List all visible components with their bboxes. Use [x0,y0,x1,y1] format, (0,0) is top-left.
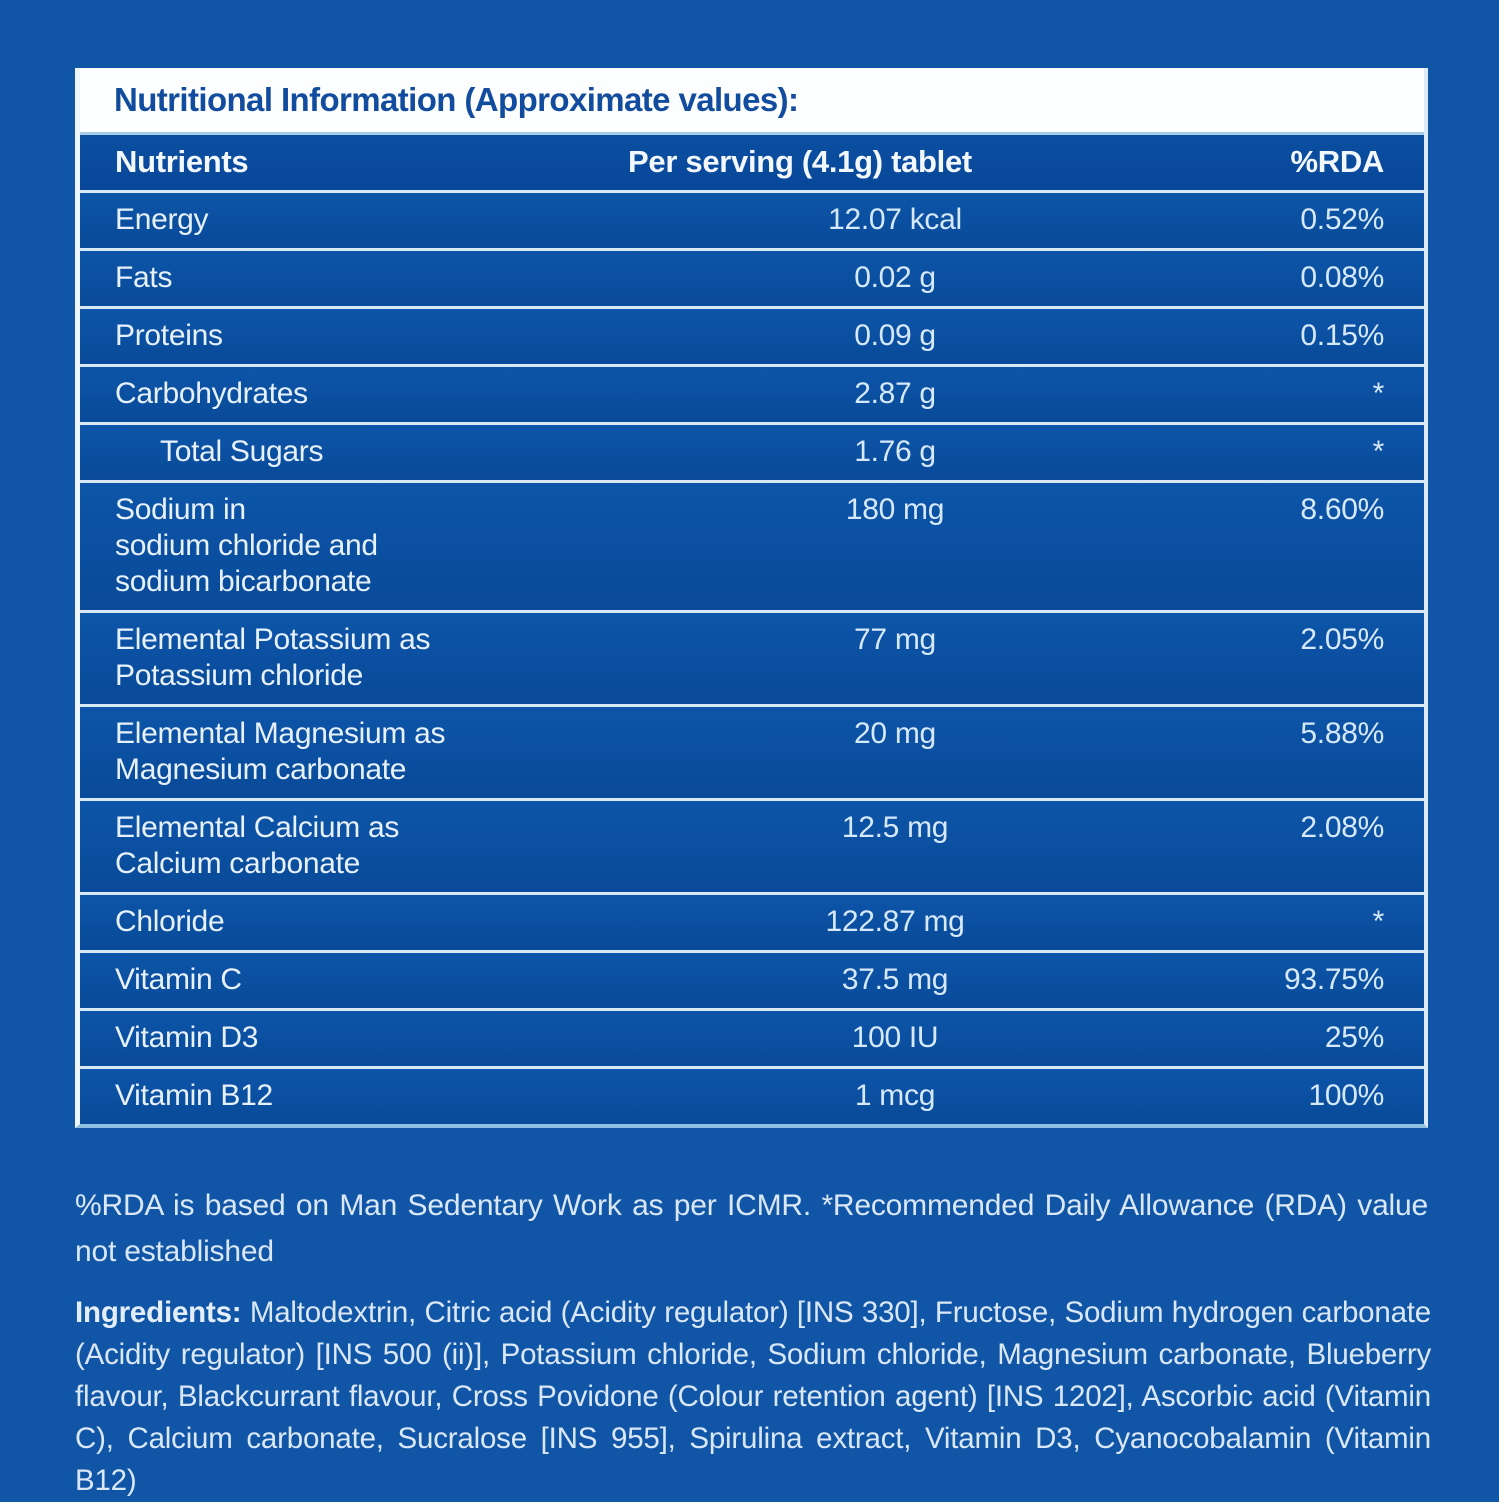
nutrient-name: Elemental Magnesium as Magnesium carbona… [115,717,446,786]
column-header-rda: %RDA [1290,144,1384,179]
nutrient-name: Chloride [115,905,225,938]
nutrition-table: Nutrients Per serving (4.1g) tablet %RDA… [80,135,1424,1124]
table-row: Sodium in sodium chloride and sodium bic… [80,483,1424,613]
table-row: Elemental Calcium as Calcium carbonate 12… [80,801,1424,895]
nutrient-rda-percent: 100% [1308,1079,1384,1112]
nutrient-rda-percent: 5.88% [1300,717,1384,750]
nutrient-amount: 37.5 mg [841,963,949,996]
column-header-per-serving: Per serving (4.1g) tablet [628,144,972,179]
nutrient-rda-percent: 0.52% [1300,203,1384,236]
nutrient-rda-percent: 0.08% [1300,261,1384,294]
table-row: Proteins 0.09 g 0.15% [80,309,1424,367]
nutrient-name: Sodium in sodium chloride and sodium bic… [115,493,378,598]
nutrient-name: Total Sugars [160,435,324,468]
table-row: Vitamin D3 100 IU 25% [80,1011,1424,1069]
nutrient-amount: 122.87 mg [825,905,965,938]
nutrient-rda-percent: * [1372,905,1385,938]
nutrient-rda-percent: * [1372,377,1385,410]
page-title: Nutritional Information (Approximate val… [114,81,799,118]
table-row: Elemental Potassium as Potassium chlorid… [80,613,1424,707]
rda-footnote: %RDA is based on Man Sedentary Work as p… [75,1189,1428,1268]
nutrient-name: Vitamin C [115,963,242,996]
table-row: Total Sugars 1.76 g * [80,425,1424,483]
table-header-row: Nutrients Per serving (4.1g) tablet %RDA [80,135,1424,193]
nutrient-name: Energy [115,203,209,236]
ingredients-text: Maltodextrin, Citric acid (Acidity regul… [75,1296,1431,1497]
nutrient-amount: 100 IU [851,1021,939,1054]
nutrient-name: Carbohydrates [115,377,308,410]
nutrient-rda-percent: 93.75% [1284,963,1384,996]
nutrient-rda-percent: 2.08% [1300,811,1384,844]
nutrient-amount: 1 mcg [854,1079,936,1112]
ingredients-label: Ingredients: [75,1296,242,1329]
ingredients-paragraph: Ingredients: Maltodextrin, Citric acid (… [75,1292,1431,1502]
table-body: Energy 12.07 kcal 0.52% Fats 0.02 g 0.08% Prot… [80,193,1424,1124]
column-header-nutrients: Nutrients [115,144,249,179]
nutrient-rda-percent: 8.60% [1300,493,1384,526]
nutrient-name: Elemental Calcium as Calcium carbonate [115,811,400,880]
title-bar: Nutritional Information (Approximate val… [80,68,1424,135]
nutrient-name: Proteins [115,319,223,352]
nutrient-amount: 1.76 g [854,435,936,468]
nutrition-table-panel: Nutritional Information (Approximate val… [75,68,1428,1128]
table-row: Vitamin B12 1 mcg 100% [80,1069,1424,1124]
nutrient-amount: 12.07 kcal [828,203,962,236]
table-row: Vitamin C 37.5 mg 93.75% [80,953,1424,1011]
table-row: Chloride 122.87 mg * [80,895,1424,953]
nutrient-rda-percent: 0.15% [1300,319,1384,352]
nutrient-amount: 180 mg [845,493,945,526]
table-row: Carbohydrates 2.87 g * [80,367,1424,425]
nutrient-rda-percent: 2.05% [1300,623,1384,656]
nutrient-name: Vitamin D3 [115,1021,259,1054]
table-row: Elemental Magnesium as Magnesium carbona… [80,707,1424,801]
nutrient-amount: 20 mg [854,717,936,750]
nutrient-rda-percent: * [1372,435,1385,468]
nutrient-amount: 2.87 g [854,377,936,410]
table-row: Fats 0.02 g 0.08% [80,251,1424,309]
table-row: Energy 12.07 kcal 0.52% [80,193,1424,251]
nutrient-name: Fats [115,261,173,294]
nutrient-amount: 12.5 mg [841,811,949,844]
nutrient-rda-percent: 25% [1324,1021,1384,1054]
nutrient-amount: 77 mg [854,623,936,656]
nutrient-amount: 0.02 g [854,261,936,294]
nutrient-name: Vitamin B12 [115,1079,273,1112]
nutrient-name: Elemental Potassium as Potassium chlorid… [115,623,431,692]
nutrient-amount: 0.09 g [854,319,936,352]
